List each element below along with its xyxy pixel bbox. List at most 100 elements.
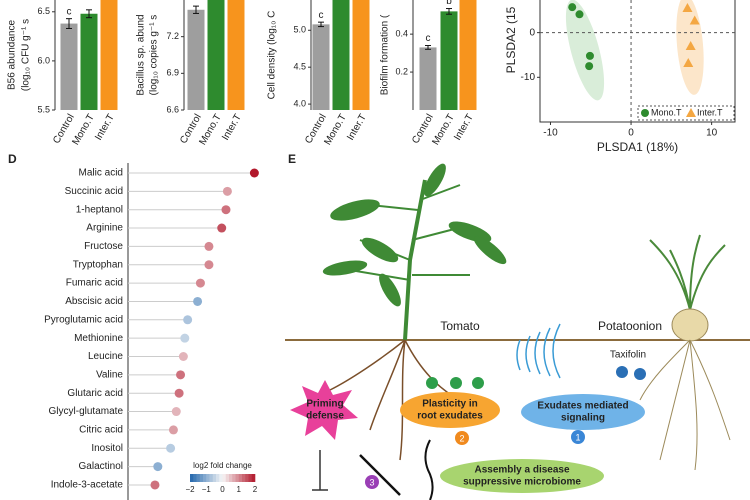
onion-plant (639, 234, 731, 471)
step-number: 1 (575, 432, 580, 442)
colorbar-cell (212, 474, 217, 482)
bar (80, 13, 98, 110)
bar (312, 24, 330, 111)
category-label: Pyroglutamic acid (44, 314, 123, 325)
point (683, 58, 694, 68)
colorbar-cell (196, 474, 201, 482)
drop (426, 377, 438, 389)
bar (60, 23, 78, 111)
dot (168, 425, 178, 435)
colorbar-cell (242, 474, 246, 482)
category-label: Fumaric acid (66, 278, 123, 289)
plant-label: Tomato (440, 319, 480, 333)
signal-waves (516, 323, 561, 379)
legend-swatch (641, 109, 649, 117)
plot-frame (539, 0, 736, 123)
significance-letter: c (67, 6, 72, 17)
point (575, 10, 584, 19)
legend-swatch (686, 108, 696, 117)
box-text: suppressive microbiome (463, 477, 581, 488)
dot (217, 223, 227, 233)
bar (419, 47, 437, 110)
point (685, 41, 696, 51)
plant-label: Potatoonion (598, 319, 662, 333)
x-axis-label: PLSDA1 (18%) (597, 140, 678, 154)
dot (193, 296, 203, 306)
y-tick-label: 0 (529, 27, 535, 38)
box-text: signaling (561, 413, 605, 424)
plasticity-ellipse (400, 392, 500, 428)
step-circle (571, 430, 585, 444)
colorbar-cell (232, 474, 236, 482)
y-tick-label: 0.2 (395, 66, 408, 76)
y-tick-label: 7.2 (166, 31, 179, 41)
dot (204, 241, 214, 251)
legend-frame (637, 105, 735, 121)
dot (249, 168, 259, 178)
dot (171, 407, 181, 417)
significance-letter: c (319, 10, 324, 21)
dot (153, 462, 163, 472)
compound-label: Taxifolin (610, 350, 646, 361)
step-number: 3 (369, 477, 374, 487)
colorbar-cell (199, 474, 204, 482)
category-label: Inositol (91, 443, 123, 454)
y-axis-label: Biofilm formation ( (380, 14, 391, 95)
drop (472, 377, 484, 389)
dot (195, 278, 205, 288)
diagram: E Tomato Potatoonion Taxifolin Priming d… (285, 152, 750, 500)
colorbar-tick-label: 2 (253, 485, 258, 494)
bar (227, 0, 245, 110)
assembly-ellipse (440, 459, 604, 493)
category-label: Glutaric acid (67, 388, 123, 399)
x-tick-label: -10 (543, 128, 558, 139)
colorbar-cell (203, 474, 207, 482)
point (682, 3, 693, 13)
box-text: Exudates mediated (537, 401, 628, 412)
drop (450, 377, 462, 389)
box-text: defense (306, 411, 344, 422)
dot (166, 443, 176, 453)
bar (100, 0, 118, 110)
box-text: root exudates (417, 411, 483, 422)
colorbar-cell (229, 474, 233, 482)
colorbar-cell (222, 474, 227, 482)
bar (187, 9, 205, 110)
y-tick-label: 6.5 (37, 6, 50, 16)
dot (221, 205, 231, 215)
colorbar-cell (248, 474, 253, 482)
colorbar-cell (225, 474, 230, 482)
colorbar-cell (209, 474, 214, 482)
step-circle (455, 431, 469, 445)
panel-label: D (8, 152, 17, 166)
confidence-ellipse (565, 0, 605, 101)
y-axis-label: Bacillus sp. abund (136, 14, 147, 95)
priming-star (290, 380, 358, 440)
tomato-plant (322, 163, 507, 341)
x-tick-label: Inter.T (93, 112, 117, 142)
bar (352, 0, 370, 110)
dot (174, 388, 184, 398)
y-axis-label: Cell density (log₁₀ C (267, 11, 278, 100)
category-label: Fructose (84, 241, 123, 252)
point (585, 62, 594, 71)
colorbar-cell (238, 474, 243, 482)
bar (207, 0, 225, 110)
x-tick-label: Inter.T (220, 112, 244, 142)
legend-label: Mono.T (651, 107, 682, 117)
colorbar-cell (219, 474, 223, 482)
category-label: Arginine (86, 223, 123, 234)
colorbar-cell (193, 474, 197, 482)
significance-letter: c (426, 33, 431, 44)
category-label: Citric acid (79, 425, 123, 436)
step-number: 2 (459, 433, 464, 443)
y-tick-label: 5.0 (293, 25, 306, 35)
bar (332, 0, 350, 110)
arrow (359, 454, 401, 496)
colorbar-tick-label: 1 (237, 485, 242, 494)
bar (440, 11, 458, 110)
category-label: Glycyl-glutamate (49, 406, 124, 417)
